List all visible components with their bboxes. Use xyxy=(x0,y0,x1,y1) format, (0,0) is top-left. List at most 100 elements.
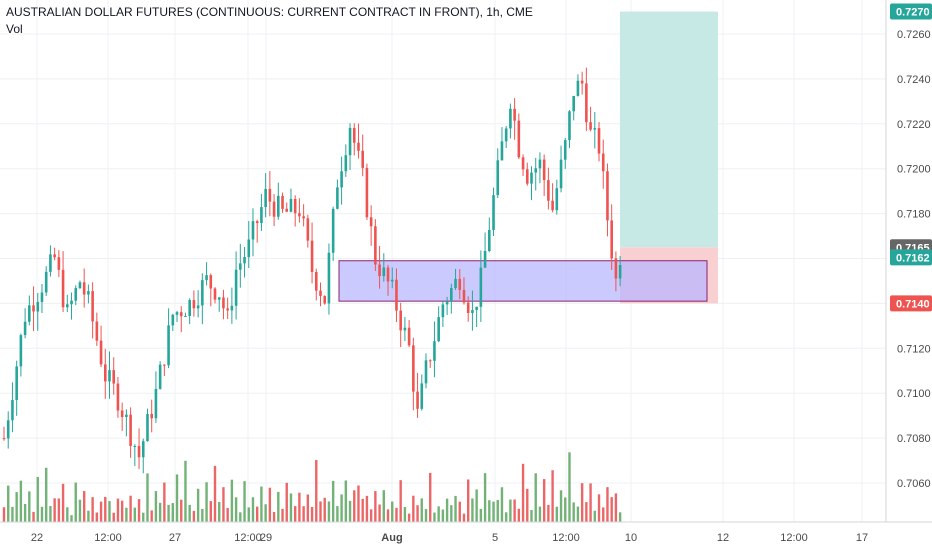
x-tick-label: 10 xyxy=(625,532,637,544)
candle-body xyxy=(99,340,103,365)
y-tick-label: 0.7220 xyxy=(897,119,931,131)
candle-body xyxy=(125,414,128,418)
volume-bar xyxy=(403,506,407,522)
volume-bar xyxy=(589,483,592,522)
price-label-bg xyxy=(890,295,932,312)
volume-bar xyxy=(289,493,293,522)
volume-bar xyxy=(496,500,499,522)
candle-body xyxy=(6,420,10,439)
candle-body xyxy=(336,187,339,209)
volume-bar xyxy=(348,500,352,522)
long-position-tool[interactable] xyxy=(620,11,718,304)
candle-body xyxy=(289,198,293,212)
candle-body xyxy=(458,278,462,290)
profit-zone[interactable] xyxy=(620,11,718,248)
candle-body xyxy=(314,271,318,291)
volume-bar xyxy=(504,512,508,522)
candle-body xyxy=(555,188,559,211)
volume-bar xyxy=(382,490,385,522)
candle-body xyxy=(171,314,175,326)
volume-bar xyxy=(568,452,571,522)
candle-body xyxy=(352,127,356,143)
candle-body xyxy=(87,291,90,295)
candle-body xyxy=(205,275,208,281)
volume-bar xyxy=(467,479,470,522)
candle-body xyxy=(255,221,259,224)
candle-body xyxy=(150,413,153,419)
candle-body xyxy=(542,159,546,181)
candle-body xyxy=(530,172,533,184)
candle-body xyxy=(424,360,428,384)
volume-bar xyxy=(602,507,605,522)
volume-bar xyxy=(213,465,217,522)
candle-body xyxy=(407,327,411,346)
candle-body xyxy=(302,216,305,219)
candle-body xyxy=(399,310,402,331)
candle-body xyxy=(403,327,407,331)
volume-bar xyxy=(298,492,301,522)
volume-bar xyxy=(542,479,546,522)
candle-body xyxy=(32,305,35,312)
candle-body xyxy=(606,171,609,221)
candle-body xyxy=(217,297,221,300)
candle-body xyxy=(53,254,56,258)
candle-body xyxy=(327,252,331,304)
volume-bar xyxy=(192,510,196,522)
candle-body xyxy=(450,288,453,302)
candle-body xyxy=(120,410,124,418)
volume-bar xyxy=(492,501,495,522)
volume-bar xyxy=(441,509,445,522)
candle-body xyxy=(454,278,457,289)
volume-bar xyxy=(450,505,453,522)
volume-bar xyxy=(378,504,381,522)
volume-bar xyxy=(184,460,187,522)
candle-body xyxy=(74,288,78,301)
volume-bar xyxy=(70,515,73,522)
candle-body xyxy=(209,275,213,289)
volume-bar xyxy=(597,494,601,522)
volume-bar xyxy=(361,498,364,522)
candle-body xyxy=(466,302,470,313)
candle-body xyxy=(369,217,373,227)
candle-body xyxy=(504,128,508,142)
candle-body xyxy=(310,240,314,272)
volume-bar xyxy=(61,483,65,522)
volume-bar xyxy=(606,487,609,522)
y-tick-label: 0.7120 xyxy=(897,343,931,355)
y-tick-label: 0.7180 xyxy=(897,209,931,221)
price-label-current: 0.7162 xyxy=(890,249,932,266)
volume-bar xyxy=(454,495,457,522)
range-box[interactable] xyxy=(338,260,708,302)
x-tick-label: 12:00 xyxy=(94,532,122,544)
volume-bar xyxy=(416,505,419,522)
volume-bar xyxy=(479,508,483,522)
volume-bar xyxy=(23,504,27,522)
volume-bar xyxy=(517,508,521,522)
candle-body xyxy=(137,445,141,458)
candle-body xyxy=(78,282,82,289)
volume-bar xyxy=(521,463,525,522)
y-tick-label: 0.7200 xyxy=(897,164,931,176)
volume-bar xyxy=(120,500,124,522)
volume-bar xyxy=(395,507,398,522)
price-axis[interactable]: 0.7260 0.7240 0.7220 0.7200 0.7180 0.7120 0.71… xyxy=(885,0,932,550)
candle-body xyxy=(428,360,432,362)
volume-bar xyxy=(158,502,162,522)
candle-body xyxy=(23,321,27,336)
volume-bar xyxy=(412,495,415,522)
x-tick-label: 29 xyxy=(260,532,272,544)
volume-bar xyxy=(66,507,69,522)
volume-bar xyxy=(580,483,584,522)
volume-bar xyxy=(353,490,356,522)
volume-bar xyxy=(391,501,394,522)
candle-body xyxy=(559,159,563,189)
volume-bar xyxy=(500,487,504,522)
candle-body xyxy=(374,226,377,265)
candle-body xyxy=(57,257,61,270)
volume-bar xyxy=(618,512,622,522)
candle-body xyxy=(496,160,500,196)
volume-bar xyxy=(180,499,183,522)
candle-body xyxy=(129,414,132,446)
